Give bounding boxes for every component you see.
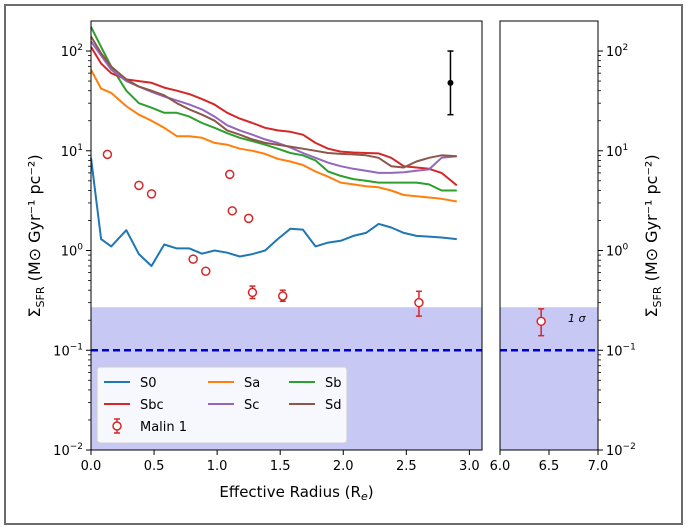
series-line-sb: [90, 26, 457, 192]
x-tick-label: 6.0: [490, 459, 511, 474]
series-line-s0: [90, 157, 457, 267]
y-tick-label: 102: [606, 43, 628, 60]
series-line-sd: [90, 35, 457, 169]
right-point: [536, 316, 546, 327]
x-tick-label: 3.0: [459, 459, 480, 474]
legend-label-sd: Sd: [325, 398, 342, 413]
malin1-point: [243, 213, 254, 224]
x-tick-label: 1.0: [207, 459, 228, 474]
series-line-sc: [90, 40, 457, 174]
malin1-point: [414, 297, 424, 308]
x-tick-label: 1.5: [270, 459, 291, 474]
malin1-point: [102, 149, 113, 160]
y-tick-label: 101: [606, 143, 628, 160]
y-tick-label: 102: [61, 43, 83, 60]
y-tick-label: 101: [61, 143, 83, 160]
x-tick-label: 2.0: [333, 459, 354, 474]
x-tick-label: 0.0: [81, 459, 102, 474]
legend-label-malin-1: Malin 1: [140, 420, 187, 435]
x-tick-label: 6.5: [539, 459, 560, 474]
x-tick-label: 7.0: [588, 459, 609, 474]
series-line-sbc: [90, 46, 458, 187]
x-axis-label: Effective Radius (Re): [219, 483, 373, 503]
y-axis-label-right: ΣSFR (M⊙ Gyr⁻¹ pc⁻²): [642, 154, 664, 317]
malin1-point: [247, 287, 258, 298]
y-tick-label: 10−2: [53, 442, 83, 459]
series-line-sa: [90, 69, 457, 203]
legend-label-sc: Sc: [244, 398, 259, 413]
y-tick-label: 10−1: [606, 342, 636, 359]
figure-frame: [4, 4, 683, 525]
x-tick-label: 0.5: [144, 459, 165, 474]
malin1-point: [224, 169, 235, 180]
right-panel: 1 σ 10−2 10−1 100 101 102 6.0 6.5 7.0 ΣSFR (M⊙ Gy…: [490, 20, 664, 474]
y-tick-label: 10−2: [606, 442, 636, 459]
legend-label-s0: S0: [140, 376, 157, 391]
malin1-point: [277, 291, 288, 301]
malin1-point: [188, 254, 198, 264]
y-axis-label-left: ΣSFR (M⊙ Gyr⁻¹ pc⁻²): [25, 154, 47, 317]
y-tick-label: 100: [61, 243, 84, 260]
legend-label-sb: Sb: [325, 376, 342, 391]
legend-label-sa: Sa: [244, 376, 260, 391]
reference-point: [447, 79, 454, 86]
legend-label-sbc: Sbc: [140, 398, 164, 413]
sigma-annotation: 1 σ: [568, 312, 586, 325]
y-tick-label: 10−1: [53, 342, 83, 359]
legend: S0 Sa Sb Sbc Sc Sd Malin 1: [96, 366, 348, 444]
malin1-point: [227, 206, 238, 216]
y-tick-label: 100: [606, 243, 629, 260]
threshold-band: [500, 307, 598, 450]
malin1-point: [134, 180, 144, 191]
malin1-point: [201, 266, 211, 276]
malin1-point: [146, 189, 157, 199]
x-tick-label: 2.5: [396, 459, 417, 474]
main-axes-frame: [90, 20, 483, 451]
legend-marker: [112, 421, 122, 431]
